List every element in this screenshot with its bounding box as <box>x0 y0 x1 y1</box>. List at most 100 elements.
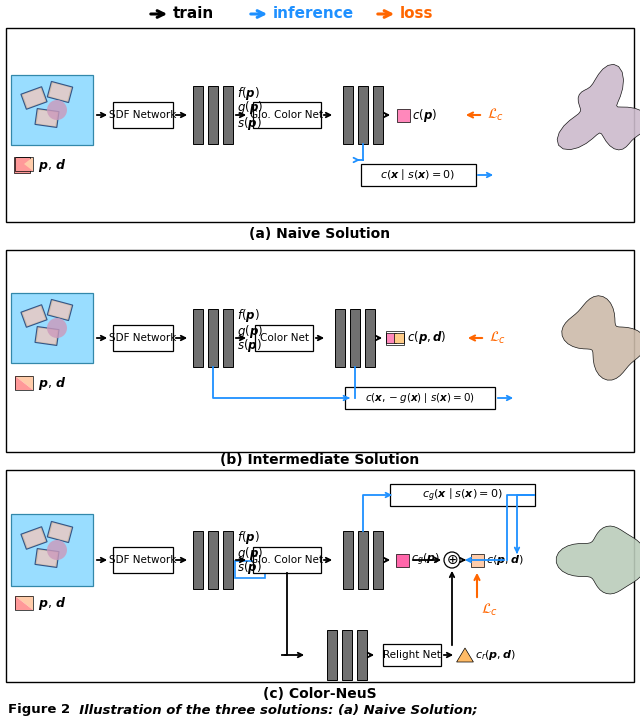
Polygon shape <box>35 108 59 128</box>
Bar <box>358 86 368 144</box>
Text: Glo. Color Net: Glo. Color Net <box>250 555 323 565</box>
Text: $\mathcal{L}_c$: $\mathcal{L}_c$ <box>489 330 506 347</box>
Polygon shape <box>556 526 640 594</box>
Text: $\boldsymbol{p}$, $\boldsymbol{d}$: $\boldsymbol{p}$, $\boldsymbol{d}$ <box>38 157 66 173</box>
Bar <box>223 309 233 367</box>
Polygon shape <box>21 527 47 549</box>
Text: $c_g(\boldsymbol{p})$: $c_g(\boldsymbol{p})$ <box>411 552 440 568</box>
Polygon shape <box>562 296 640 380</box>
Bar <box>223 86 233 144</box>
Bar <box>373 531 383 589</box>
Polygon shape <box>15 376 33 390</box>
Polygon shape <box>36 110 57 126</box>
Circle shape <box>47 100 67 120</box>
Text: Figure 2: Figure 2 <box>8 703 70 716</box>
Bar <box>6 250 634 452</box>
Text: SDF Network: SDF Network <box>109 555 177 565</box>
Polygon shape <box>36 550 57 566</box>
Polygon shape <box>49 523 71 541</box>
Text: $c(\boldsymbol{p})$: $c(\boldsymbol{p})$ <box>412 107 437 123</box>
Bar <box>235 561 265 578</box>
Bar <box>223 531 233 589</box>
Polygon shape <box>49 83 71 101</box>
Bar <box>350 309 360 367</box>
Bar <box>335 309 345 367</box>
Text: Illustration of the three solutions: (a) Naive Solution;: Illustration of the three solutions: (a)… <box>70 703 477 716</box>
Text: $g(\boldsymbol{p})$: $g(\boldsymbol{p})$ <box>237 323 263 339</box>
Text: (a) Naive Solution: (a) Naive Solution <box>250 227 390 241</box>
Polygon shape <box>35 549 59 567</box>
Bar <box>342 630 352 680</box>
Polygon shape <box>456 648 474 662</box>
Text: Color Net: Color Net <box>259 333 308 343</box>
Text: $\boldsymbol{p}$, $\boldsymbol{d}$: $\boldsymbol{p}$, $\boldsymbol{d}$ <box>38 596 66 612</box>
Bar <box>397 108 410 121</box>
Polygon shape <box>15 157 33 171</box>
Bar <box>6 470 634 682</box>
Text: (b) Intermediate Solution: (b) Intermediate Solution <box>220 453 420 467</box>
Circle shape <box>444 552 460 568</box>
Polygon shape <box>47 300 73 321</box>
Bar <box>373 86 383 144</box>
Bar <box>15 376 33 390</box>
Text: $g(\boldsymbol{p})$: $g(\boldsymbol{p})$ <box>237 100 263 116</box>
Text: $c(\boldsymbol{p}, \boldsymbol{d})$: $c(\boldsymbol{p}, \boldsymbol{d})$ <box>407 329 447 347</box>
Bar <box>208 309 218 367</box>
Bar <box>343 531 353 589</box>
Bar <box>11 75 93 145</box>
Bar <box>390 484 534 506</box>
Text: $s(\boldsymbol{p})$: $s(\boldsymbol{p})$ <box>237 115 262 131</box>
Text: train: train <box>173 6 214 22</box>
Polygon shape <box>15 376 33 390</box>
Text: $f(\boldsymbol{p})$: $f(\boldsymbol{p})$ <box>237 529 260 547</box>
Bar <box>6 28 634 222</box>
Circle shape <box>47 318 67 338</box>
Text: $f(\boldsymbol{p})$: $f(\boldsymbol{p})$ <box>237 84 260 102</box>
Polygon shape <box>23 306 45 326</box>
Bar <box>208 531 218 589</box>
Bar <box>193 309 203 367</box>
Bar <box>15 157 33 171</box>
Bar <box>193 86 203 144</box>
Bar <box>383 644 441 666</box>
Polygon shape <box>47 521 73 542</box>
Bar <box>470 554 483 567</box>
Bar <box>358 531 368 589</box>
Polygon shape <box>35 326 59 345</box>
Bar <box>394 333 404 343</box>
Text: $c_r(\boldsymbol{p}, \boldsymbol{d})$: $c_r(\boldsymbol{p}, \boldsymbol{d})$ <box>475 648 516 662</box>
Polygon shape <box>49 301 71 319</box>
Polygon shape <box>21 87 47 109</box>
Polygon shape <box>557 64 640 150</box>
Bar <box>253 547 321 573</box>
Bar <box>360 164 476 186</box>
Text: $f(\boldsymbol{p})$: $f(\boldsymbol{p})$ <box>237 308 260 324</box>
Circle shape <box>47 540 67 560</box>
Text: $g(\boldsymbol{p})$: $g(\boldsymbol{p})$ <box>237 544 263 562</box>
Bar <box>255 325 313 351</box>
Bar <box>208 86 218 144</box>
Bar <box>365 309 375 367</box>
Bar <box>343 86 353 144</box>
Text: $s(\boldsymbol{p})$: $s(\boldsymbol{p})$ <box>237 560 262 576</box>
Bar <box>357 630 367 680</box>
Polygon shape <box>21 305 47 327</box>
Bar <box>113 547 173 573</box>
Polygon shape <box>15 157 33 171</box>
Bar <box>386 331 404 345</box>
Text: SDF Network: SDF Network <box>109 333 177 343</box>
Text: Glo. Color Net: Glo. Color Net <box>250 110 323 120</box>
Polygon shape <box>23 88 45 108</box>
Text: $\oplus$: $\oplus$ <box>446 553 458 567</box>
Bar <box>113 325 173 351</box>
Text: Relight Net: Relight Net <box>383 650 441 660</box>
Polygon shape <box>47 82 73 103</box>
Text: $\mathcal{L}_c$: $\mathcal{L}_c$ <box>481 602 498 618</box>
Bar <box>11 293 93 363</box>
Bar <box>14 157 30 173</box>
Text: $\boldsymbol{p}$, $\boldsymbol{d}$: $\boldsymbol{p}$, $\boldsymbol{d}$ <box>38 375 66 393</box>
Text: $c_g(\boldsymbol{x} \mid s(\boldsymbol{x}) = 0)$: $c_g(\boldsymbol{x} \mid s(\boldsymbol{x… <box>422 487 502 504</box>
Text: $s(\boldsymbol{p})$: $s(\boldsymbol{p})$ <box>237 337 262 355</box>
Bar <box>113 102 173 128</box>
Text: loss: loss <box>400 6 433 22</box>
